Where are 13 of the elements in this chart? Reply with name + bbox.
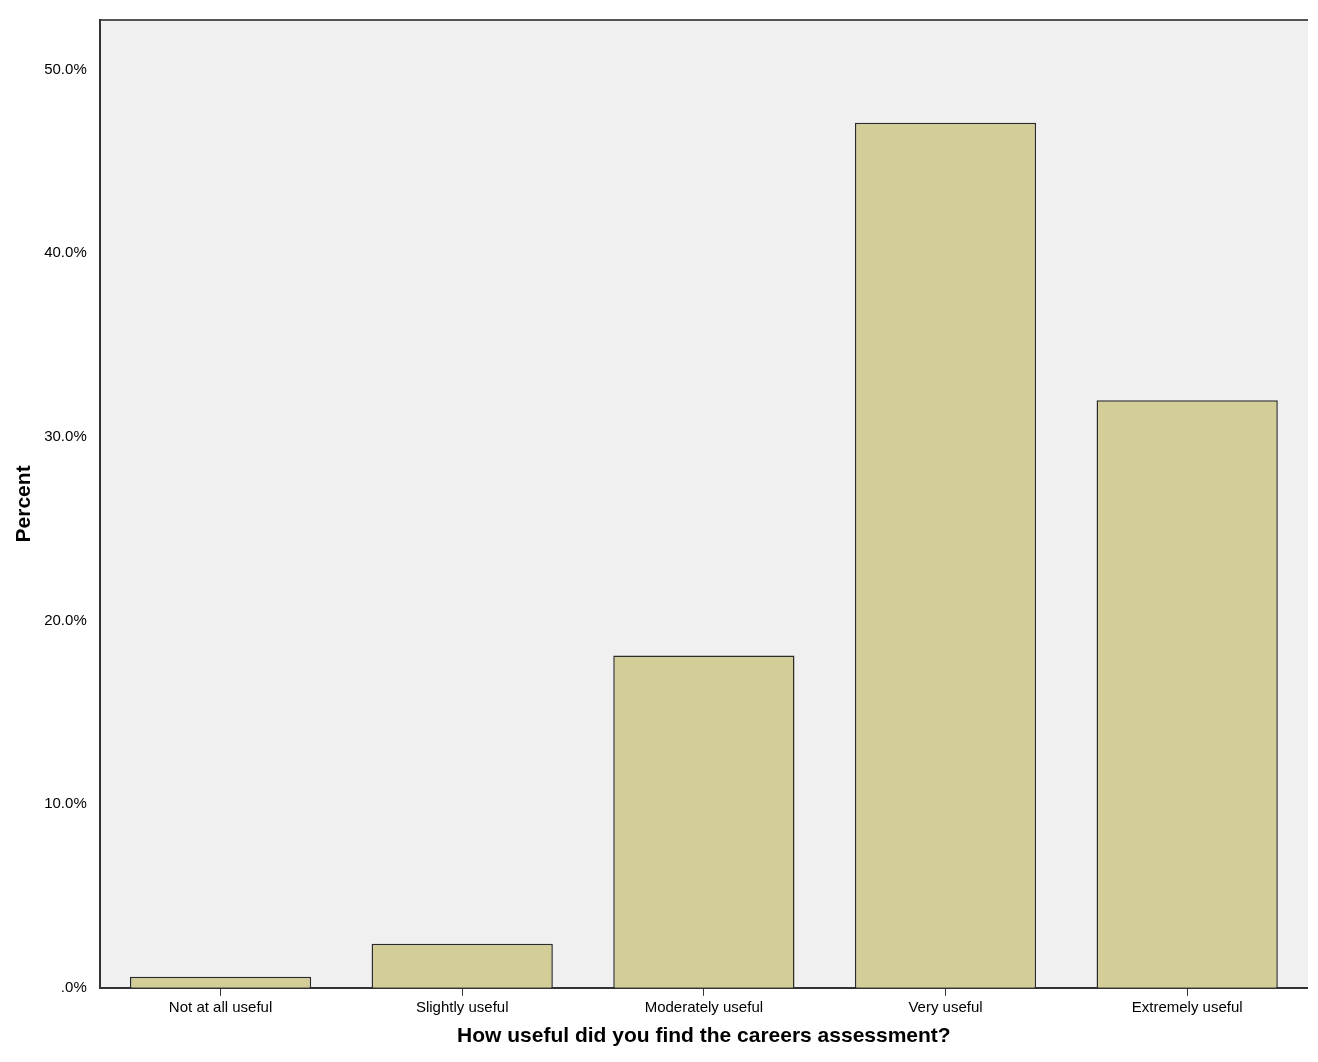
y-tick-label: 20.0% xyxy=(44,610,87,628)
y-tick-label: .0% xyxy=(60,977,87,995)
x-tick-label: Very useful xyxy=(908,997,983,1015)
y-tick-label: 40.0% xyxy=(44,243,87,261)
y-tick-label: 10.0% xyxy=(44,794,87,812)
y-axis-title: Percent xyxy=(11,465,35,543)
y-tick-label: 50.0% xyxy=(44,59,87,77)
x-axis-title: How useful did you find the careers assessment? xyxy=(457,1023,951,1047)
y-tick-label: 30.0% xyxy=(44,427,87,445)
x-tick-label: Moderately useful xyxy=(644,997,764,1015)
x-tick-label: Extremely useful xyxy=(1131,997,1243,1015)
x-tick-label: Not at all useful xyxy=(168,997,273,1015)
x-tick-label: Slightly useful xyxy=(415,997,509,1015)
